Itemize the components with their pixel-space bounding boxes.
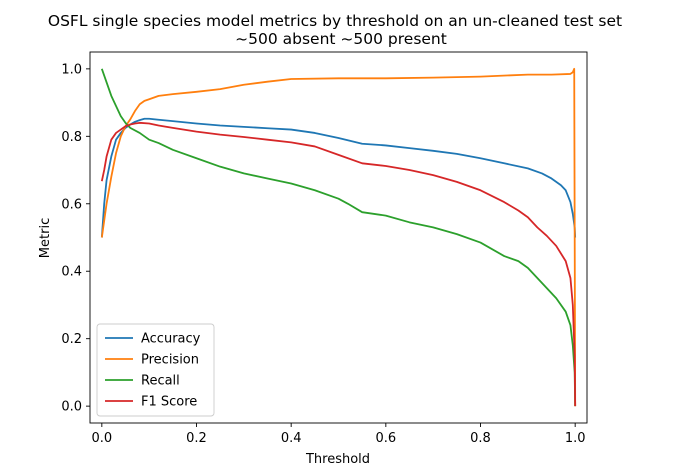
x-tick-label: 0.2: [186, 431, 207, 446]
series-line-recall: [100, 68, 577, 407]
series-line-precision: [100, 67, 577, 407]
legend-label: Accuracy: [141, 332, 201, 347]
y-tick-label: 1.0: [61, 62, 82, 77]
legend-label: F1 Score: [141, 395, 197, 410]
series-line-f1-score: [100, 121, 577, 407]
y-axis: 0.0 0.2 0.4 0.6 0.8 1.0: [61, 62, 90, 415]
x-tick-label: 0.4: [281, 431, 302, 446]
chart-title: OSFL single species model metrics by thr…: [48, 12, 622, 30]
x-axis: 0.0 0.2 0.4 0.6 0.8 1.0: [91, 423, 586, 446]
x-tick-label: 0.8: [470, 431, 491, 446]
x-tick-label: 0.0: [91, 431, 112, 446]
y-axis-label: Metric: [38, 218, 53, 258]
series-layer: [100, 67, 577, 407]
x-axis-label: Threshold: [305, 452, 370, 467]
legend-label: Precision: [141, 353, 199, 368]
legend: Accuracy Precision Recall F1 Score: [96, 323, 215, 417]
legend-box: [96, 323, 215, 417]
legend-label: Recall: [141, 374, 180, 389]
plot-frame: [89, 51, 588, 424]
y-tick-label: 0.2: [61, 332, 82, 347]
chart-subtitle: ~500 absent ~500 present: [235, 30, 447, 48]
y-tick-label: 0.4: [61, 265, 82, 280]
y-tick-label: 0.8: [61, 130, 82, 145]
y-tick-label: 0.6: [61, 197, 82, 212]
x-tick-label: 1.0: [565, 431, 586, 446]
x-tick-label: 0.6: [375, 431, 396, 446]
y-tick-label: 0.0: [61, 400, 82, 415]
